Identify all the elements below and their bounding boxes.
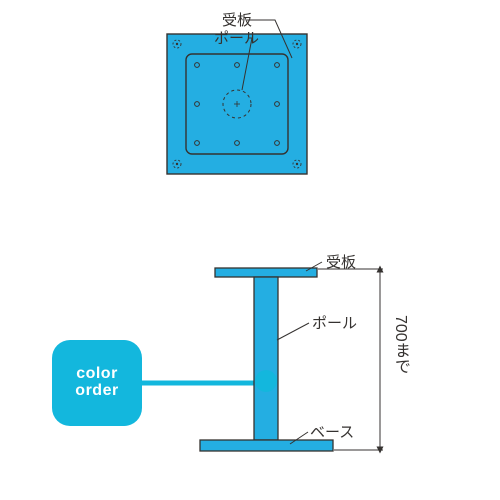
- side-pole-label: ポール: [312, 312, 357, 333]
- side-plate-label: 受板: [326, 251, 356, 272]
- color-order-callout: color order: [52, 340, 142, 426]
- callout-text: color order: [75, 366, 118, 400]
- side-base-label: ベース: [310, 421, 354, 442]
- height-dimension-label: 700まで: [388, 315, 412, 374]
